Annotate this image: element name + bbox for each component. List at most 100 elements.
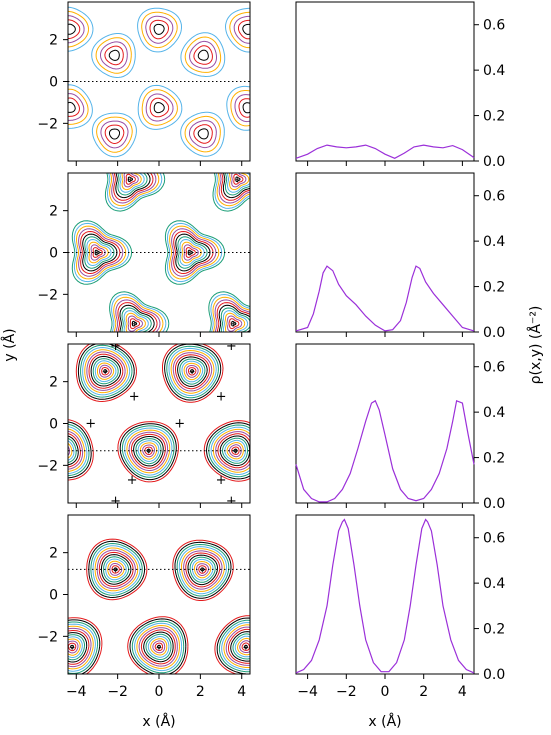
contour-line bbox=[214, 615, 250, 674]
contour-line bbox=[153, 23, 165, 35]
contour-feature bbox=[180, 111, 225, 157]
x-tick-label: 0 bbox=[155, 684, 164, 700]
contour-line bbox=[212, 173, 250, 212]
contour-line bbox=[68, 630, 90, 665]
y-tick-label: 0.2 bbox=[483, 622, 505, 638]
contour-line bbox=[174, 541, 232, 599]
contour-line bbox=[183, 362, 201, 381]
contour-line bbox=[169, 225, 220, 280]
peak-marker: + bbox=[187, 249, 194, 258]
contour-line bbox=[129, 618, 187, 674]
contour-line bbox=[117, 421, 180, 483]
contour-line bbox=[193, 45, 213, 65]
contour-line bbox=[70, 644, 75, 649]
contour-line bbox=[68, 428, 86, 472]
contour-line bbox=[115, 299, 161, 332]
peak-marker: + bbox=[127, 175, 134, 184]
y-tick-label: 0 bbox=[49, 75, 58, 91]
y-tick-label: 2 bbox=[49, 375, 58, 391]
contour-line bbox=[68, 617, 103, 674]
contour-line bbox=[123, 173, 139, 188]
contour-line bbox=[86, 538, 148, 601]
contour-line bbox=[113, 296, 164, 332]
y-tick-label: 0.2 bbox=[483, 109, 505, 125]
contour-line bbox=[109, 563, 123, 576]
contour-line bbox=[173, 230, 214, 275]
contour-line bbox=[187, 367, 197, 376]
contour-line bbox=[175, 354, 210, 390]
contour-line bbox=[153, 101, 165, 114]
contour-line bbox=[183, 550, 223, 590]
contour-line bbox=[181, 241, 202, 264]
contour-line bbox=[145, 93, 174, 122]
panel-frame bbox=[295, 343, 475, 504]
contour-line bbox=[90, 244, 106, 261]
contour-line bbox=[181, 360, 204, 383]
contour-line bbox=[164, 220, 226, 285]
contour-plot-area: + + + + + bbox=[68, 515, 250, 674]
contour-line bbox=[106, 173, 163, 209]
contour-line bbox=[179, 358, 206, 385]
contour-feature bbox=[91, 33, 136, 79]
contour-line bbox=[111, 173, 157, 204]
peak-marker: + bbox=[243, 643, 250, 652]
contour-line bbox=[100, 41, 128, 70]
contour-line bbox=[216, 617, 250, 674]
peak-marker: + bbox=[102, 367, 109, 376]
contour-line bbox=[136, 624, 180, 669]
contour-feature bbox=[180, 32, 226, 78]
contour-line bbox=[68, 433, 81, 468]
y-tick-label: 0.4 bbox=[483, 405, 505, 421]
contour-line bbox=[177, 236, 208, 269]
contour-line bbox=[68, 632, 88, 663]
contour-line bbox=[154, 642, 164, 651]
contour-line bbox=[147, 636, 170, 658]
contour-line bbox=[68, 627, 92, 668]
profile-panel-1: 0.0 0.2 0.4 0.6 bbox=[295, 1, 505, 170]
contour-line bbox=[230, 631, 250, 662]
contour-line bbox=[228, 628, 250, 664]
contour-line bbox=[84, 349, 128, 394]
plus-marker: + bbox=[216, 473, 227, 488]
y-tick-label: 0.6 bbox=[483, 18, 505, 34]
contour-line bbox=[91, 33, 136, 79]
contour-x-axis-label: x (Å) bbox=[142, 713, 175, 730]
contour-line bbox=[131, 320, 138, 327]
contour-line bbox=[68, 423, 90, 477]
contour-line bbox=[185, 247, 196, 258]
y-tick-label: 0.4 bbox=[483, 576, 505, 592]
contour-line bbox=[137, 440, 160, 462]
contour-line bbox=[90, 542, 143, 596]
contour-line bbox=[222, 310, 249, 332]
contour-line bbox=[62, 449, 65, 452]
contour-line bbox=[86, 238, 112, 267]
contour-line bbox=[104, 173, 166, 212]
contour-line bbox=[145, 15, 174, 44]
contour-line bbox=[105, 558, 127, 581]
contour-line bbox=[194, 560, 212, 579]
contour-line bbox=[99, 364, 112, 378]
x-tick-label: −2 bbox=[107, 684, 128, 700]
contour-line bbox=[152, 640, 166, 654]
contour-line bbox=[234, 94, 250, 123]
panel-frame bbox=[295, 1, 475, 162]
contour-line bbox=[222, 173, 250, 199]
contour-line bbox=[242, 23, 250, 35]
peak-marker: + bbox=[230, 320, 237, 329]
contour-line bbox=[226, 85, 250, 131]
contour-line bbox=[233, 15, 250, 44]
contour-line bbox=[189, 40, 217, 69]
contour-line bbox=[205, 422, 250, 480]
contour-line bbox=[68, 435, 79, 466]
contour-line bbox=[162, 344, 224, 403]
contour-line bbox=[68, 6, 94, 52]
contour-line bbox=[68, 623, 96, 672]
profile-panels: 0.00.20.40.60.00.20.40.60.00.20.40.60.00… bbox=[295, 1, 505, 700]
contour-feature bbox=[224, 7, 250, 53]
peak-marker: + bbox=[199, 565, 206, 574]
plot-background bbox=[68, 344, 250, 503]
contour-line bbox=[225, 173, 250, 196]
contour-line bbox=[142, 444, 155, 458]
contour-line bbox=[86, 351, 126, 391]
